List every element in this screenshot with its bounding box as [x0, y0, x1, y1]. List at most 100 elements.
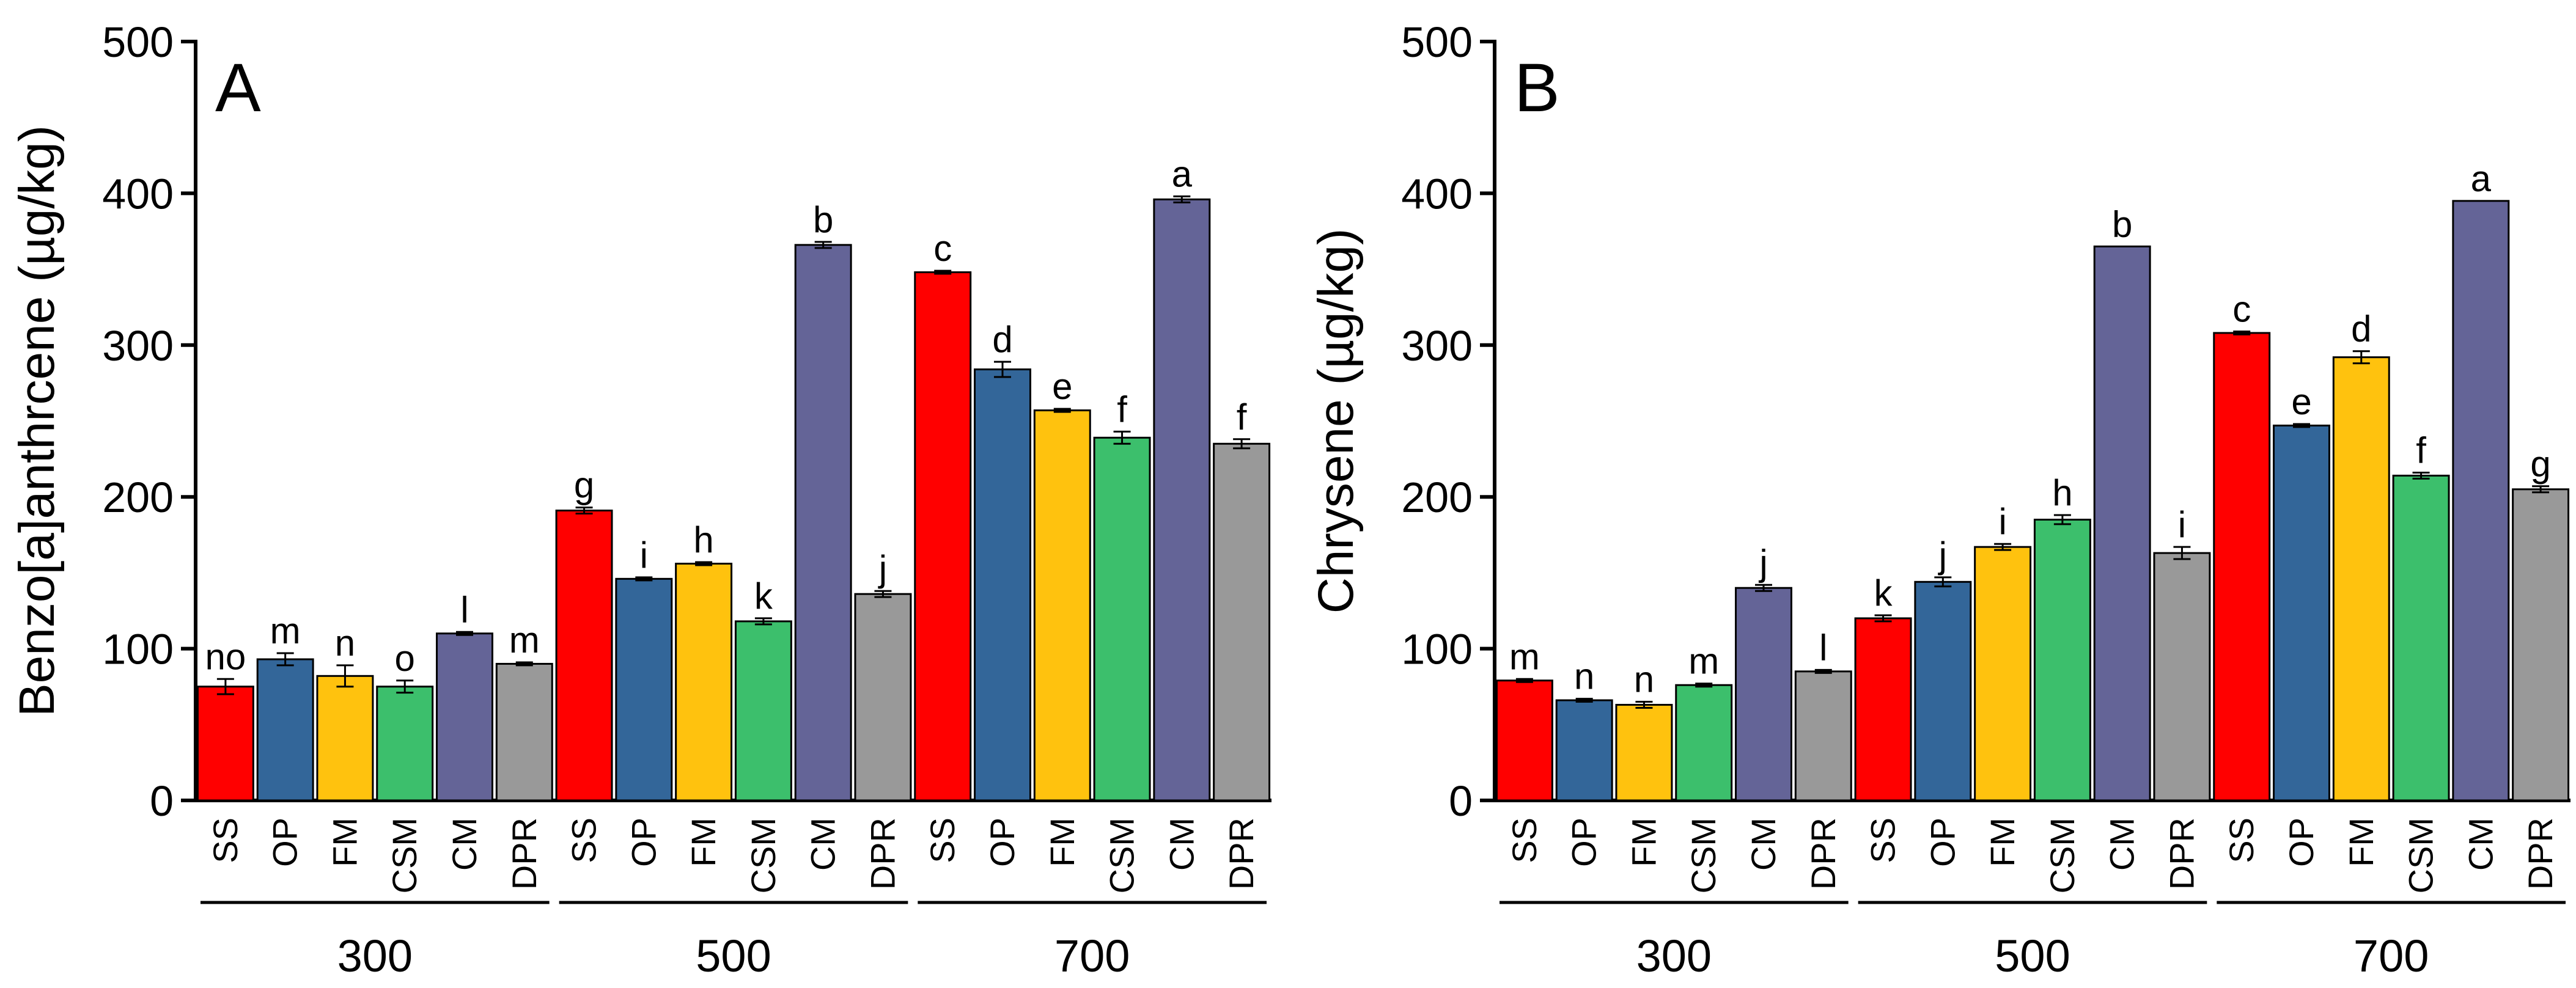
x-tick-label: CM	[1162, 818, 1201, 871]
x-tick-label: CM	[804, 818, 842, 871]
x-tick-label: OP	[1565, 818, 1603, 867]
significance-letter: i	[2178, 504, 2186, 545]
y-tick-label: 100	[102, 626, 174, 673]
bar-300-op	[1555, 699, 1613, 802]
significance-letter: l	[460, 589, 468, 630]
significance-letter: m	[509, 620, 540, 660]
bar-700-ss	[914, 271, 972, 802]
bar-700-dpr	[1213, 442, 1271, 802]
error-bar	[1053, 408, 1071, 413]
y-tick-label: 200	[1401, 474, 1473, 521]
error-bar	[1233, 438, 1251, 450]
x-tick-label: SS	[1864, 818, 1902, 863]
x-tick-label: SS	[2222, 818, 2261, 863]
bar-700-csm	[2392, 474, 2450, 802]
panel-label: B	[1514, 49, 1560, 126]
bar-500-dpr	[854, 593, 912, 802]
error-bar	[456, 631, 473, 636]
x-tick-label: FM	[684, 818, 723, 867]
bar-300-dpr	[495, 662, 553, 802]
x-tick-label: CM	[1744, 818, 1783, 871]
bar-500-csm	[734, 620, 792, 802]
significance-letter: b	[2112, 203, 2132, 244]
error-bar	[1814, 668, 1832, 674]
bar-300-csm	[376, 686, 434, 802]
x-tick-label: FM	[1983, 818, 2022, 867]
bar-700-cm	[1153, 198, 1211, 802]
bar-700-cm	[2452, 200, 2510, 802]
group-label: 700	[1054, 931, 1130, 981]
error-bar	[1755, 584, 1772, 592]
y-tick-label: 200	[102, 474, 174, 521]
significance-letter: n	[335, 623, 355, 664]
y-tick-label: 100	[1401, 626, 1473, 673]
error-bar	[1994, 543, 2012, 551]
panel-label: A	[215, 49, 261, 126]
significance-letter: f	[1117, 389, 1127, 430]
significance-letter: m	[1688, 641, 1719, 682]
x-tick-label: SS	[1505, 818, 1544, 863]
x-tick-label: CM	[445, 818, 484, 871]
y-tick-label: 400	[1401, 170, 1473, 218]
bar-500-ss	[1854, 617, 1912, 802]
x-tick-label: DPR	[2162, 818, 2201, 890]
significance-letter: no	[205, 636, 246, 677]
error-bar	[216, 678, 234, 695]
x-tick-label: OP	[266, 818, 304, 867]
error-bar	[2233, 330, 2251, 335]
x-tick-label: CSM	[1103, 818, 1141, 893]
error-bar	[994, 360, 1011, 378]
bar-500-csm	[2033, 518, 2091, 802]
x-tick-label: DPR	[1804, 818, 1842, 890]
error-bar	[1874, 614, 1892, 623]
significance-letter: b	[813, 199, 833, 240]
x-tick-label: SS	[565, 818, 603, 863]
error-bar	[635, 576, 653, 582]
significance-letter: j	[1938, 535, 1947, 576]
group-label: 300	[337, 931, 413, 981]
significance-letter: h	[693, 519, 713, 560]
significance-letter: f	[1237, 397, 1247, 437]
significance-letter: g	[2530, 444, 2550, 485]
error-bar	[1113, 430, 1131, 445]
x-tick-label: CM	[2103, 818, 2141, 871]
group-label: 700	[2353, 931, 2429, 981]
x-tick-label: DPR	[863, 818, 902, 890]
error-bar	[2053, 514, 2071, 525]
error-bar	[1934, 576, 1952, 588]
bar-300-ss	[196, 686, 254, 802]
significance-letter: n	[1574, 656, 1594, 697]
bar-300-ss	[1495, 679, 1553, 802]
bar-700-op	[974, 368, 1031, 802]
x-tick-label: FM	[325, 818, 364, 867]
error-bar	[2412, 471, 2430, 480]
significance-letter: n	[1634, 659, 1654, 700]
error-bar	[1515, 678, 1533, 683]
bar-700-fm	[2332, 356, 2390, 802]
significance-letter: o	[395, 638, 415, 679]
y-tick-label: 500	[102, 18, 174, 66]
y-tick-label: 0	[1449, 777, 1473, 825]
group-label: 300	[1636, 931, 1712, 981]
panel-a-benzo-a-anthracene: 0 100 200 300 400 500 Benzo[a]anthrcene (µg/kg…	[9, 18, 1271, 981]
error-bar	[874, 590, 892, 598]
group-label: 500	[696, 931, 771, 981]
bar-500-cm	[2093, 245, 2151, 802]
bar-700-dpr	[2512, 488, 2570, 802]
error-bar	[1635, 701, 1653, 709]
bar-300-cm	[1735, 587, 1792, 802]
bar-500-op	[1914, 580, 1972, 802]
bar-700-fm	[1033, 409, 1091, 802]
error-bar	[336, 664, 354, 688]
significance-letter: e	[2291, 381, 2311, 422]
bar-500-ss	[555, 510, 613, 802]
bar-500-op	[615, 577, 673, 802]
error-bar	[695, 561, 713, 566]
x-tick-label: CSM	[385, 818, 424, 893]
y-axis-title: Chrysene (µg/kg)	[1308, 229, 1364, 614]
bar-300-dpr	[1794, 670, 1852, 802]
x-tick-label: FM	[2342, 818, 2380, 867]
significance-letter: d	[2351, 309, 2371, 349]
significance-letter: k	[754, 576, 773, 617]
